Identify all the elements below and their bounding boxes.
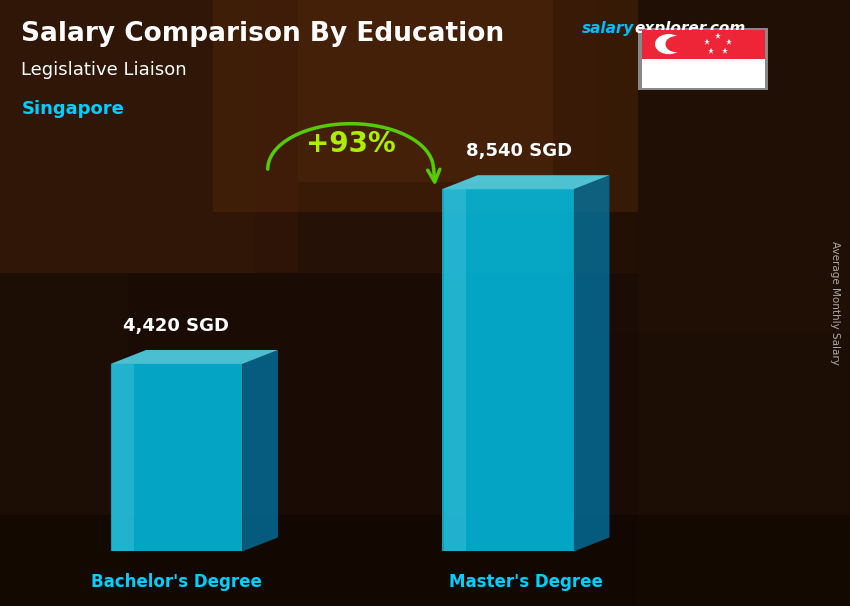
Polygon shape: [574, 175, 609, 551]
Text: Bachelor's Degree: Bachelor's Degree: [91, 573, 262, 591]
FancyBboxPatch shape: [642, 30, 765, 59]
Circle shape: [666, 37, 687, 52]
Polygon shape: [444, 189, 466, 551]
Text: Legislative Liaison: Legislative Liaison: [21, 61, 187, 79]
FancyBboxPatch shape: [0, 515, 850, 606]
Polygon shape: [242, 350, 278, 551]
FancyBboxPatch shape: [638, 28, 768, 90]
Polygon shape: [110, 364, 242, 551]
FancyBboxPatch shape: [255, 0, 638, 273]
FancyBboxPatch shape: [0, 0, 298, 273]
Polygon shape: [112, 364, 134, 551]
FancyBboxPatch shape: [298, 0, 552, 182]
Circle shape: [655, 35, 682, 53]
Polygon shape: [110, 350, 278, 364]
Text: +93%: +93%: [306, 130, 395, 158]
Text: Average Monthly Salary: Average Monthly Salary: [830, 241, 840, 365]
Text: explorer.com: explorer.com: [635, 21, 746, 36]
FancyBboxPatch shape: [595, 0, 850, 333]
FancyBboxPatch shape: [642, 59, 765, 88]
Text: Salary Comparison By Education: Salary Comparison By Education: [21, 21, 504, 47]
Polygon shape: [442, 189, 574, 551]
Text: Singapore: Singapore: [21, 100, 124, 118]
FancyBboxPatch shape: [128, 273, 638, 606]
Text: 4,420 SGD: 4,420 SGD: [123, 317, 230, 335]
Text: 8,540 SGD: 8,540 SGD: [466, 142, 572, 160]
Text: salary: salary: [582, 21, 635, 36]
Text: Master's Degree: Master's Degree: [449, 573, 603, 591]
FancyBboxPatch shape: [212, 0, 638, 212]
Polygon shape: [442, 175, 609, 189]
